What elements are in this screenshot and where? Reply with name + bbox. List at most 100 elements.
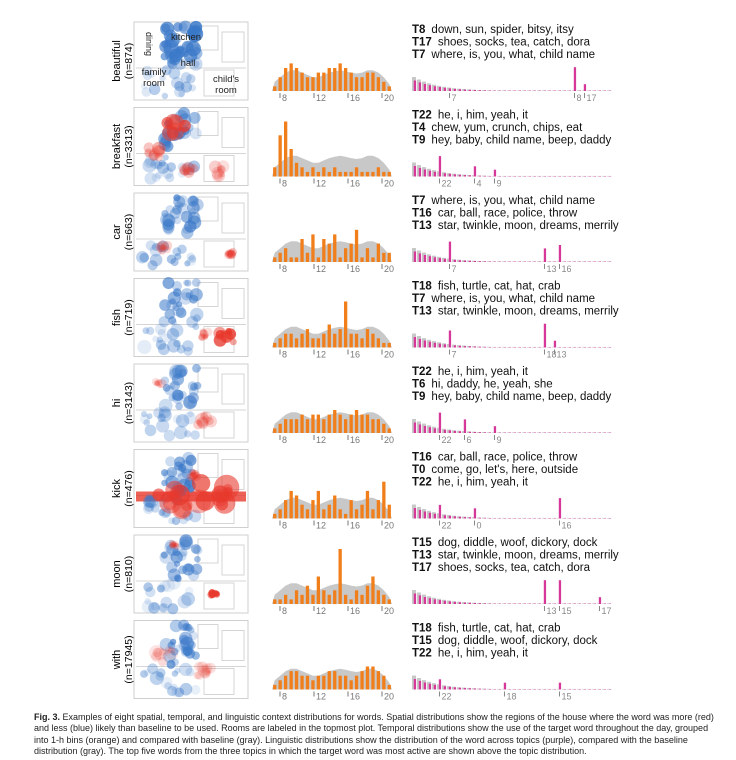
row-beautiful: beautiful (n=874)kitchendininghallfamilyr… (111, 20, 612, 103)
heat-cell (203, 327, 213, 337)
hour-bar (322, 419, 326, 433)
topic-tick-label: 7 (452, 350, 457, 360)
heat-cell (139, 252, 150, 263)
hour-bar (316, 171, 320, 177)
topic-bar (413, 337, 417, 348)
heat-cell (171, 670, 179, 677)
heat-cell (188, 84, 197, 92)
hour-tick-label: 16 (350, 179, 360, 189)
topic-bar (483, 90, 487, 91)
hour-bar (333, 68, 337, 91)
topic-words: down, sun, spider, bitsy, itsy (431, 24, 574, 36)
heat-cell (174, 560, 181, 567)
topic-id: T13 (412, 220, 432, 232)
heat-cell (228, 247, 237, 257)
heat-cell (205, 662, 216, 674)
topic-line: T4 chew, yum, crunch, chips, eat (412, 122, 583, 134)
topic-bar (488, 90, 492, 91)
heat-cell (181, 623, 189, 631)
heat-cell (155, 381, 160, 386)
heat-cell (226, 250, 233, 257)
floorplan-wall (203, 411, 235, 439)
hour-bar (273, 428, 277, 433)
heat-cell (165, 173, 175, 183)
hour-bar (294, 68, 299, 91)
heat-cell (154, 153, 163, 162)
heat-cell (169, 298, 177, 305)
heat-cell (177, 202, 189, 214)
topic-bar (488, 432, 492, 433)
topic-bar (458, 431, 462, 433)
heat-cell (165, 480, 185, 500)
heat-cell (196, 416, 209, 429)
hour-bar (365, 666, 370, 690)
hour-bar (327, 243, 331, 262)
room-label-kitchen: kitchen (171, 32, 201, 43)
heat-cell (145, 153, 158, 167)
row-hi: hi (n=3143) 8 12 16 20 T22 he, i, him, yeah, it… (111, 363, 612, 445)
heat-cell (177, 244, 187, 254)
topic-bar (438, 258, 442, 262)
heat-cell (216, 160, 230, 173)
heat-cell (174, 574, 182, 582)
heat-cell (180, 288, 194, 301)
floorplan-wall (221, 117, 245, 148)
hour-bar (371, 333, 375, 348)
hour-bar (344, 301, 348, 348)
temporal-distribution: 8 12 16 20 (272, 121, 394, 189)
heat-cell (162, 220, 175, 234)
hour-bar (376, 338, 380, 348)
heat-cell (217, 166, 226, 175)
hour-bar (278, 423, 282, 433)
row-label-count: (n=476) (123, 470, 135, 506)
heat-cell (143, 142, 155, 153)
hour-bar (300, 594, 304, 604)
topic-bar (558, 580, 562, 604)
heat-cell (159, 40, 172, 53)
heat-cell (173, 216, 182, 225)
heat-cell (157, 413, 166, 423)
heat-cell (188, 509, 202, 523)
topic-id: T7 (412, 49, 425, 61)
topic-id: T22 (412, 648, 432, 660)
heat-cell (161, 23, 171, 33)
topic-id: T18 (412, 623, 432, 635)
hour-bar (311, 167, 315, 177)
hour-bar (338, 509, 342, 519)
heat-cell (165, 648, 178, 661)
heat-cell (184, 563, 193, 572)
topic-id: T17 (412, 37, 432, 49)
heat-cell (166, 659, 176, 669)
heat-cell (179, 634, 190, 645)
heat-cell (142, 327, 150, 335)
hour-bar (376, 590, 380, 605)
hour-bar (354, 675, 359, 690)
heat-cell (184, 279, 192, 287)
heat-cell (160, 52, 169, 61)
heat-cell (169, 207, 181, 219)
hour-tick-label: 20 (384, 606, 394, 616)
heat-cell (156, 583, 166, 593)
topic-tick-label: 17 (602, 606, 612, 616)
topic-bar (463, 260, 467, 262)
heat-cell (158, 509, 166, 516)
topic-bar (483, 603, 487, 604)
topic-bar (468, 346, 472, 348)
topic-line: T22 he, i, him, yeah, it (412, 110, 529, 122)
hour-tick-label: 12 (316, 606, 326, 616)
heat-cell (181, 592, 196, 606)
heat-cell (172, 464, 185, 477)
heat-cell (190, 471, 199, 479)
heat-cell (173, 542, 179, 548)
heat-cell (212, 169, 226, 183)
temporal-distribution: 8 12 16 20 (272, 63, 394, 103)
heat-cell (170, 683, 178, 691)
heat-cell (141, 87, 152, 97)
heat-cell (178, 20, 192, 34)
hour-tick-label: 20 (384, 179, 394, 189)
hour-bar (349, 414, 353, 433)
hour-bar (338, 171, 342, 177)
hour-tick-label: 12 (316, 350, 326, 360)
heat-cell (190, 164, 199, 173)
hour-bar (294, 257, 299, 262)
